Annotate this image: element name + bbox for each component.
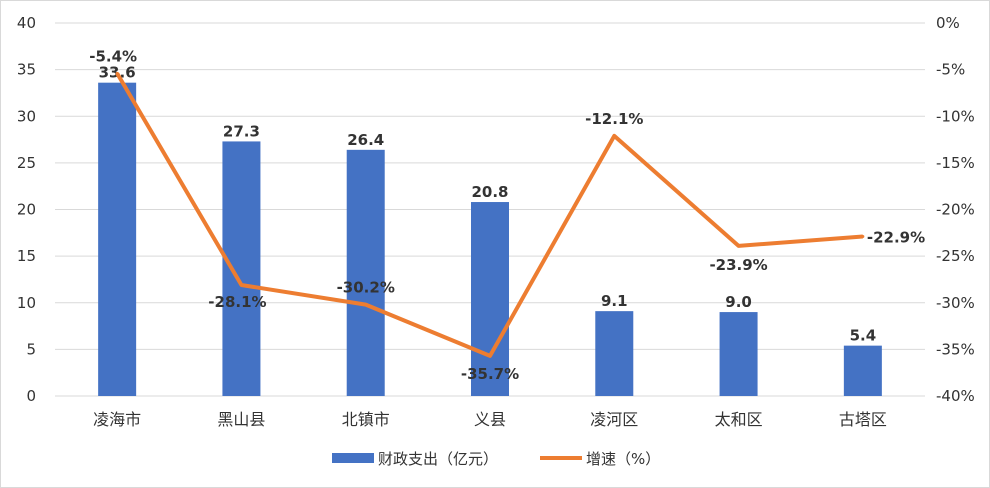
line-value-label: -22.9% [867, 229, 925, 247]
legend: 财政支出（亿元） 增速（%） [332, 450, 660, 468]
bar-value-label: 9.0 [725, 293, 752, 311]
bar-value-label: 27.3 [223, 122, 260, 140]
left-tick-label: 0 [26, 387, 36, 405]
right-tick-label: -30% [936, 294, 975, 312]
bar [471, 202, 509, 396]
bar-value-label: 9.1 [601, 292, 628, 310]
line-value-label: -23.9% [709, 256, 767, 274]
left-tick-label: 30 [17, 107, 36, 125]
right-tick-label: 0% [936, 14, 960, 32]
right-tick-label: -40% [936, 387, 975, 405]
line-point [488, 354, 492, 358]
bar [222, 141, 261, 396]
line-value-label: -30.2% [337, 279, 395, 297]
left-tick-label: 10 [17, 294, 36, 312]
category-label: 北镇市 [342, 410, 390, 429]
category-label: 古塔区 [839, 410, 887, 429]
category-labels: 凌海市 黑山县 北镇市 义县 凌河区 太和区 古塔区 [93, 410, 887, 429]
bar-value-label: 26.4 [347, 131, 384, 149]
bar [719, 312, 758, 396]
line-point [861, 235, 865, 239]
bar-value-label: 5.4 [850, 327, 877, 345]
category-label: 凌河区 [590, 410, 638, 429]
bar [843, 345, 882, 396]
left-tick-label: 20 [17, 201, 36, 219]
line-series [115, 71, 865, 358]
right-tick-label: -35% [936, 340, 975, 358]
left-tick-label: 25 [17, 154, 36, 172]
legend-bar-label: 财政支出（亿元） [378, 450, 498, 468]
line-data-labels: -5.4% -28.1% -30.2% -35.7% -12.1% -23.9% -22.9… [89, 47, 925, 383]
line-point [737, 244, 741, 248]
category-label: 黑山县 [217, 410, 265, 429]
category-label: 义县 [474, 410, 506, 429]
line-value-label: -35.7% [461, 365, 519, 383]
left-tick-label: 40 [17, 14, 36, 32]
left-tick-label: 5 [26, 340, 36, 358]
bar [98, 82, 137, 397]
bar-value-label: 20.8 [471, 183, 508, 201]
legend-line-label: 增速（%） [586, 450, 660, 468]
bar [595, 311, 634, 396]
left-axis-ticks: 0 5 10 15 20 25 30 35 40 [17, 14, 36, 405]
line-point [364, 303, 368, 307]
gridlines [55, 22, 925, 397]
line-value-label: -5.4% [89, 47, 137, 65]
bar [346, 149, 385, 396]
right-tick-label: -20% [936, 201, 975, 219]
right-tick-label: -5% [936, 61, 965, 79]
right-tick-label: -25% [936, 247, 975, 265]
right-tick-label: -15% [936, 154, 975, 172]
bar-series [98, 82, 882, 397]
line-point [239, 283, 243, 287]
legend-bar-swatch [332, 453, 374, 463]
right-tick-label: -10% [936, 107, 975, 125]
left-tick-label: 15 [17, 247, 36, 265]
line-point [612, 134, 616, 138]
line-value-label: -28.1% [208, 293, 266, 311]
right-axis-ticks: 0% -5% -10% -15% -20% -25% -30% -35% -40% [936, 14, 975, 405]
bar-data-labels: 33.627.3 26.420.89.1 9.05.4 [99, 64, 877, 345]
line-point [115, 71, 119, 75]
category-label: 太和区 [715, 410, 763, 429]
category-label: 凌海市 [93, 410, 141, 429]
left-tick-label: 35 [17, 61, 36, 79]
line-value-label: -12.1% [585, 110, 643, 128]
